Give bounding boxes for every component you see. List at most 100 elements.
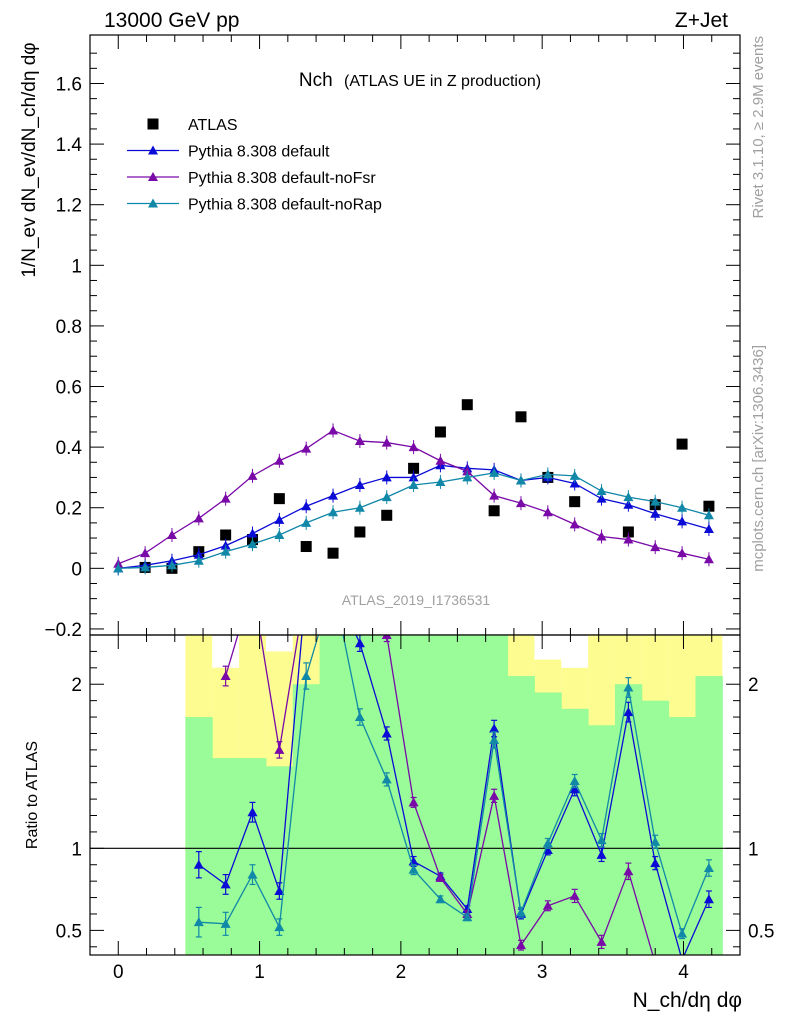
ratio-point-noRap <box>328 581 338 590</box>
mcplots-label: mcplots.cern.ch [arXiv:1306.3436] <box>750 345 767 572</box>
ratio-point-noRap <box>220 918 231 928</box>
uncertainty-band-inner <box>373 635 401 955</box>
mc-point-default <box>569 478 580 488</box>
ratio-point-default <box>489 723 500 733</box>
data-point-atlas <box>461 399 473 411</box>
mc-point-noFsr <box>166 530 177 539</box>
plot-title: Nch (ATLAS UE in Z production) <box>299 70 541 91</box>
mc-point-default <box>596 493 607 503</box>
mc-point-noFsr <box>140 548 151 558</box>
main-y-tick-label: 0.4 <box>56 438 83 459</box>
mc-point-noRap <box>435 476 446 486</box>
mc-point-default <box>703 523 714 533</box>
ratio-point-default <box>247 807 258 817</box>
legend: ATLAS Pythia 8.308 default Pythia 8.308 de… <box>127 117 382 214</box>
uncertainty-band-inner <box>346 635 374 955</box>
plot-title-sub: (ATLAS UE in Z production) <box>344 73 541 90</box>
ratio-y-tick-label-right: 1 <box>748 839 759 860</box>
ratio-frame <box>89 634 741 956</box>
ratio-line-default <box>198 635 710 955</box>
mc-point-noFsr <box>193 513 204 523</box>
x-axis-label: N_ch/dη dφ <box>633 989 742 1012</box>
main-y-tick-label: 1 <box>71 256 82 277</box>
mc-point-noRap <box>650 496 661 506</box>
mc-point-default <box>274 514 285 524</box>
legend-marker-noRap <box>148 198 158 208</box>
ratio-point-default <box>354 638 365 648</box>
mc-point-noRap <box>140 562 151 572</box>
ratio-point-noFsr <box>274 744 285 754</box>
ratio-point-default <box>569 784 580 794</box>
main-plot-area <box>113 399 715 576</box>
legend-marker-noFsr <box>148 172 158 181</box>
ratio-point-noFsr <box>596 936 607 946</box>
mc-point-noFsr <box>623 534 634 544</box>
ratio-point-default <box>623 707 634 717</box>
mc-point-default <box>381 472 392 482</box>
mc-point-noFsr <box>301 443 312 453</box>
ratio-point-noRap <box>542 838 553 848</box>
mc-point-noRap <box>247 539 258 549</box>
uncertainty-band-inner <box>561 708 589 955</box>
mc-point-default <box>301 501 312 511</box>
ratio-point-noRap <box>462 912 473 922</box>
uncertainty-band-inner <box>614 684 643 955</box>
header-right-label: Z+Jet <box>675 9 728 32</box>
ratio-point-noRap <box>489 735 500 745</box>
ratio-point-noRap <box>193 917 204 927</box>
ratio-point-noFsr <box>542 900 553 910</box>
ratio-point-noFsr <box>623 866 634 876</box>
ratio-y-tick-label: 1 <box>71 839 82 860</box>
mc-point-noFsr <box>515 498 526 508</box>
ratio-point-noRap <box>301 671 312 681</box>
data-point-atlas <box>622 526 634 538</box>
mc-point-noRap <box>193 555 204 565</box>
mc-point-noFsr <box>354 436 365 446</box>
main-y-tick-label: −0.2 <box>44 620 82 641</box>
data-point-atlas <box>300 541 312 553</box>
data-point-atlas <box>327 547 339 559</box>
header-left-label: 13000 GeV pp <box>104 9 239 32</box>
mc-point-noRap <box>677 502 688 512</box>
data-point-atlas <box>220 529 232 541</box>
x-tick-label: 0 <box>113 962 124 983</box>
x-tick-label: 4 <box>678 962 689 983</box>
mc-point-noFsr <box>542 507 553 517</box>
ratio-point-noRap <box>247 869 258 879</box>
main-y-tick-label: 0.2 <box>56 499 82 520</box>
legend-marker-default <box>148 145 158 155</box>
ratio-y-axis-label: Ratio to ATLAS <box>24 741 41 849</box>
legend-label: Pythia 8.308 default-noRap <box>188 197 382 214</box>
ratio-point-noFsr <box>248 581 258 590</box>
ratio-point-default <box>328 581 338 590</box>
uncertainty-band-inner <box>319 635 347 955</box>
main-y-tick-label: 1.6 <box>56 74 82 95</box>
mc-point-noFsr <box>408 442 419 452</box>
ratio-y-tick-label-right: 2 <box>748 675 759 696</box>
main-y-axis-label: 1/N_ev dN_ev/dN_ch/dη dφ <box>19 42 40 277</box>
main-y-tick-label: 0.6 <box>56 378 82 399</box>
x-tick-label: 2 <box>396 962 407 983</box>
uncertainty-band-inner <box>695 676 723 955</box>
uncertainty-band-inner <box>400 635 428 955</box>
data-point-atlas <box>515 411 527 423</box>
data-point-atlas <box>354 526 366 538</box>
uncertainty-band-inner <box>534 692 562 955</box>
mc-point-noRap <box>542 469 553 479</box>
ratio-point-default <box>301 581 311 590</box>
uncertainty-band-inner <box>641 700 670 955</box>
ratio-y-tick-label: 0.5 <box>56 921 82 942</box>
ratio-point-noRap <box>515 907 526 917</box>
data-point-atlas <box>434 426 446 438</box>
ratio-point-noFsr <box>435 872 446 882</box>
ratio-point-noRap <box>623 682 634 692</box>
legend-label: ATLAS <box>188 117 238 134</box>
main-y-tick-label: 0.8 <box>56 317 82 338</box>
mc-point-noFsr <box>703 554 714 564</box>
uncertainty-band-inner <box>239 758 267 955</box>
data-point-atlas <box>488 505 500 517</box>
mc-point-noFsr <box>274 455 285 465</box>
x-tick-label: 3 <box>537 962 548 983</box>
mc-point-noRap <box>301 517 312 527</box>
